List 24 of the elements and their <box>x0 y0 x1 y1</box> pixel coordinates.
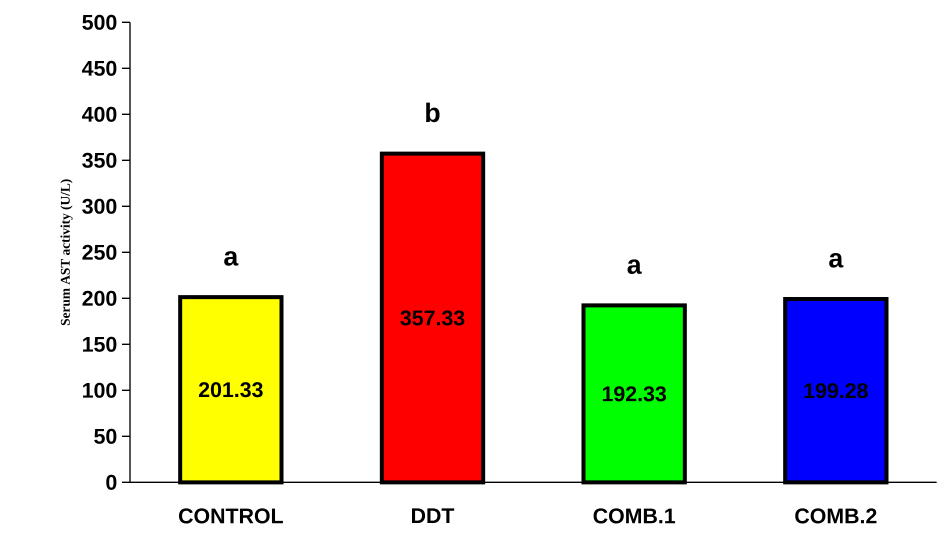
data-label: 357.33 <box>400 310 464 326</box>
y-tick-label: 50 <box>94 428 116 444</box>
y-tick-label: 450 <box>82 60 116 76</box>
y-tick-label: 250 <box>82 244 116 260</box>
y-tick-label: 100 <box>83 382 116 398</box>
x-tick-label: COMB.1 <box>594 508 676 524</box>
y-tick-label: 400 <box>82 106 116 122</box>
data-label: 192.33 <box>602 386 666 402</box>
annotation: a <box>628 259 642 274</box>
data-label: 199.28 <box>804 383 868 398</box>
x-tick-label: DDT <box>412 508 454 524</box>
y-tick-label: 200 <box>82 290 116 306</box>
data-label: 201.33 <box>198 382 263 398</box>
annotation: a <box>829 253 844 268</box>
y-tick-label: 300 <box>82 198 116 214</box>
y-axis-title: Serum AST activity (U/L) <box>60 179 73 326</box>
y-tick-label: 350 <box>82 152 116 168</box>
annotation: b <box>426 102 440 122</box>
y-tick-label: 500 <box>82 14 116 30</box>
x-tick-label: CONTROL <box>178 508 283 524</box>
annotation: a <box>224 251 238 266</box>
y-tick-label: 150 <box>83 336 116 352</box>
x-tick-label: COMB.2 <box>795 508 876 524</box>
y-tick-label: 0 <box>106 474 116 490</box>
